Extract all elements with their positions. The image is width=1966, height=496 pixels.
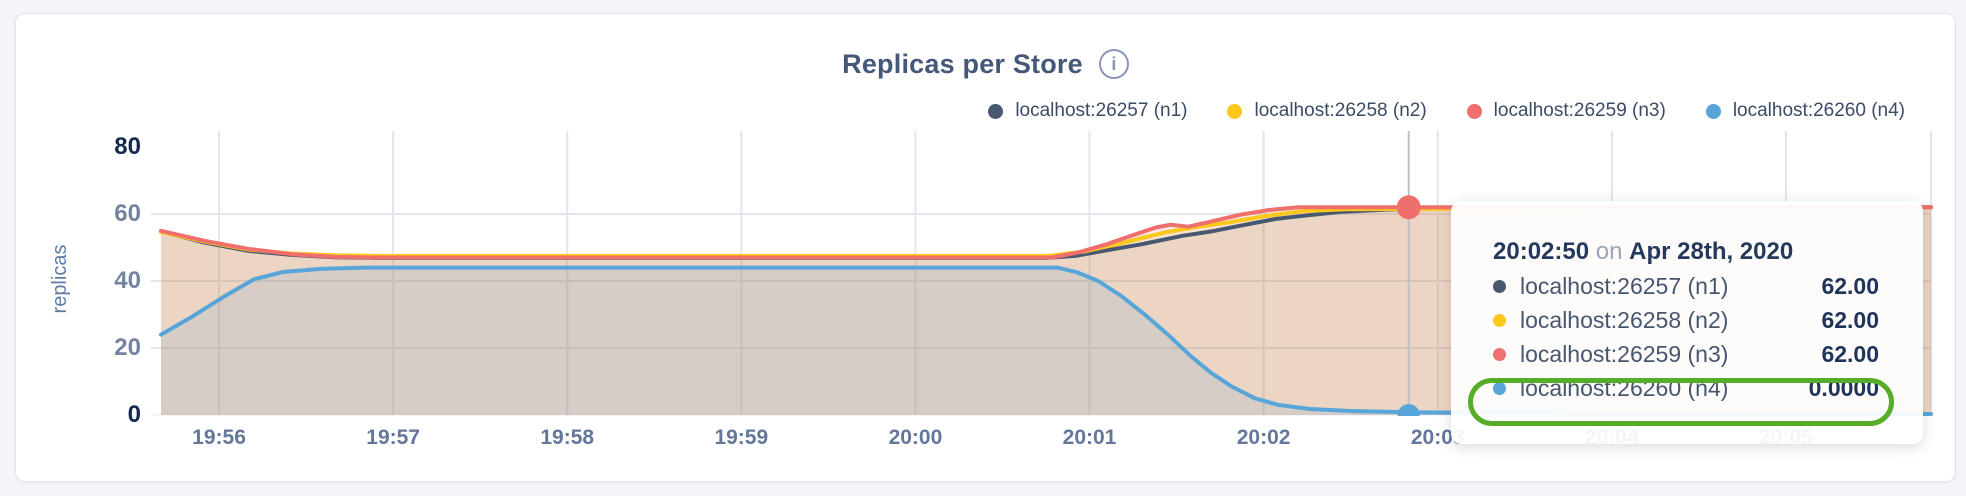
y-tick-20: 20 xyxy=(114,334,141,361)
tooltip-rows: localhost:26257 (n1) 62.00 localhost:26258… xyxy=(1493,269,1879,405)
hover-dot xyxy=(1396,195,1421,220)
tooltip-row-n1: localhost:26257 (n1) 62.00 xyxy=(1493,269,1879,303)
x-tick-19:59: 19:59 xyxy=(714,426,769,449)
tooltip-series-label: localhost:26258 (n2) xyxy=(1520,306,1729,333)
tooltip-series-dot-icon xyxy=(1493,279,1506,293)
legend-swatch-icon xyxy=(1227,103,1243,119)
tooltip-series-label: localhost:26257 (n1) xyxy=(1520,272,1729,299)
tooltip-series-value: 62.00 xyxy=(1821,272,1879,299)
y-tick-80: 80 xyxy=(114,133,141,160)
tooltip-series-label: localhost:26259 (n3) xyxy=(1520,340,1729,367)
legend-swatch-icon xyxy=(1705,103,1721,119)
x-tick-20:01: 20:01 xyxy=(1062,426,1117,449)
hover-dot xyxy=(1397,404,1420,416)
y-tick-0: 0 xyxy=(127,401,141,428)
tooltip-time: 20:02:50 xyxy=(1493,238,1590,265)
tooltip-header: 20:02:50 on Apr 28th, 2020 xyxy=(1493,235,1879,269)
chart-title: Replicas per Store xyxy=(842,48,1083,79)
tooltip-row-n4-highlighted: localhost:26260 (n4) 0.0000 xyxy=(1493,371,1879,405)
x-tick-19:58: 19:58 xyxy=(540,426,595,449)
tooltip-series-dot-icon xyxy=(1493,313,1506,327)
y-tick-60: 60 xyxy=(114,200,141,227)
legend-label: localhost:26260 (n4) xyxy=(1732,100,1905,121)
legend-label: localhost:26259 (n3) xyxy=(1493,100,1666,121)
legend-label: localhost:26258 (n2) xyxy=(1254,100,1427,121)
legend-swatch-icon xyxy=(988,103,1004,119)
x-tick-20:02: 20:02 xyxy=(1236,426,1291,449)
tooltip-series-dot-icon xyxy=(1493,347,1506,361)
x-tick-19:56: 19:56 xyxy=(192,426,246,449)
legend-item-n4: localhost:26260 (n4) xyxy=(1705,100,1905,122)
legend-swatch-icon xyxy=(1466,103,1482,119)
tooltip-conjunction: on xyxy=(1595,238,1623,265)
tooltip-series-label: localhost:26260 (n4) xyxy=(1520,374,1729,401)
legend-item-n1: localhost:26257 (n1) xyxy=(988,100,1187,122)
info-icon[interactable]: i xyxy=(1098,49,1129,79)
tooltip-series-value: 62.00 xyxy=(1821,306,1879,333)
tooltip-date: Apr 28th, 2020 xyxy=(1629,238,1794,265)
tooltip-series-value: 0.0000 xyxy=(1808,374,1879,401)
hover-dots xyxy=(1396,195,1421,416)
x-tick-19:57: 19:57 xyxy=(366,426,420,449)
tooltip-series-value: 62.00 xyxy=(1821,340,1879,367)
chart-legend: localhost:26257 (n1) localhost:26258 (n2)… xyxy=(988,100,1905,122)
chart-header: Replicas per Store i xyxy=(16,47,1955,81)
tooltip-row-n3: localhost:26259 (n3) 62.00 xyxy=(1493,337,1879,371)
tooltip-row-n2: localhost:26258 (n2) 62.00 xyxy=(1493,303,1879,337)
y-tick-40: 40 xyxy=(114,267,141,294)
tooltip-series-dot-icon xyxy=(1493,381,1506,395)
legend-item-n3: localhost:26259 (n3) xyxy=(1466,100,1666,122)
chart-card: Replicas per Store i localhost:26257 (n1… xyxy=(15,13,1956,482)
hover-tooltip: 20:02:50 on Apr 28th, 2020 localhost:262… xyxy=(1451,201,1923,444)
x-tick-20:00: 20:00 xyxy=(888,426,943,449)
legend-item-n2: localhost:26258 (n2) xyxy=(1227,100,1427,122)
legend-label: localhost:26257 (n1) xyxy=(1015,100,1188,121)
